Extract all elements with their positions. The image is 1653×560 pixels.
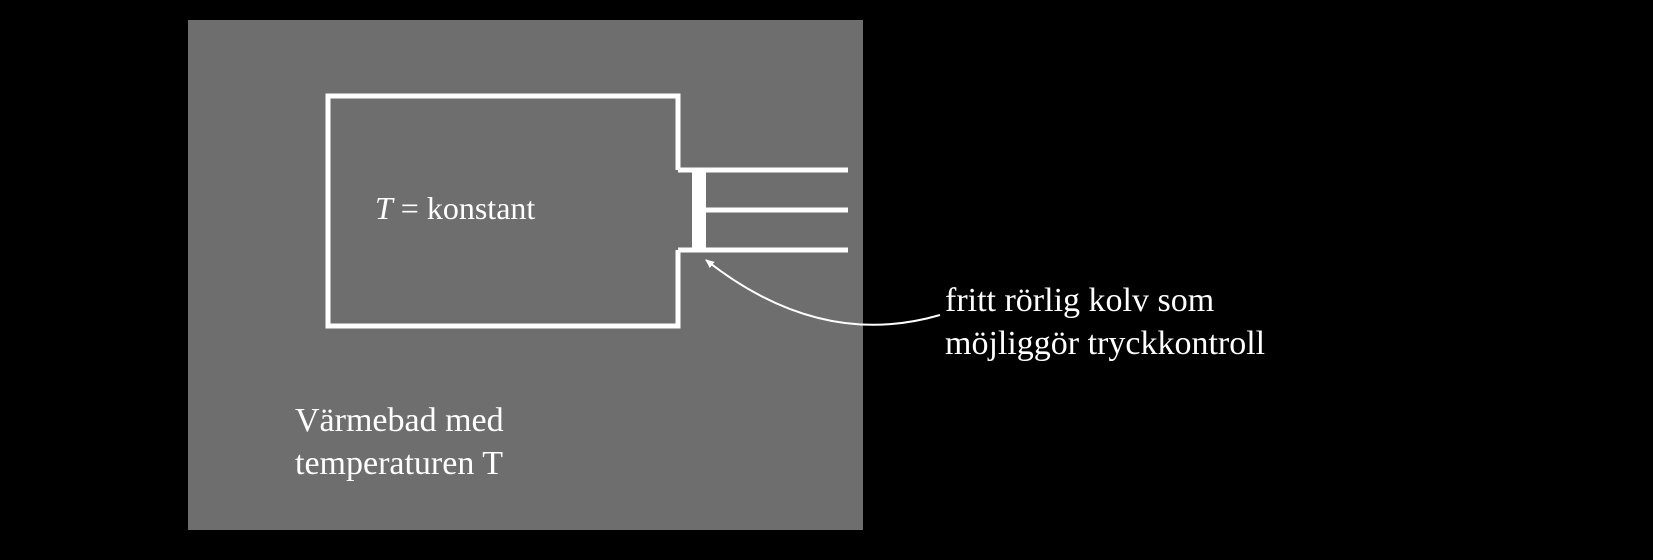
container-label-const: konstant [427,190,535,226]
heat-bath-label: Värmebad med temperaturen T [295,400,504,485]
container-label-T: T [375,190,393,226]
heat-bath-rect [188,20,863,530]
piston-annotation-line1: fritt rörlig kolv som [945,280,1265,323]
heat-bath-label-line1: Värmebad med [295,400,504,443]
heat-bath-label-line2: temperaturen T [295,443,504,486]
container-label-eq: = [393,190,427,226]
piston-annotation-line2: möjliggör tryckkontroll [945,323,1265,366]
piston-annotation: fritt rörlig kolv som möjliggör tryckkon… [945,280,1265,365]
container-label: T = konstant [375,190,535,227]
